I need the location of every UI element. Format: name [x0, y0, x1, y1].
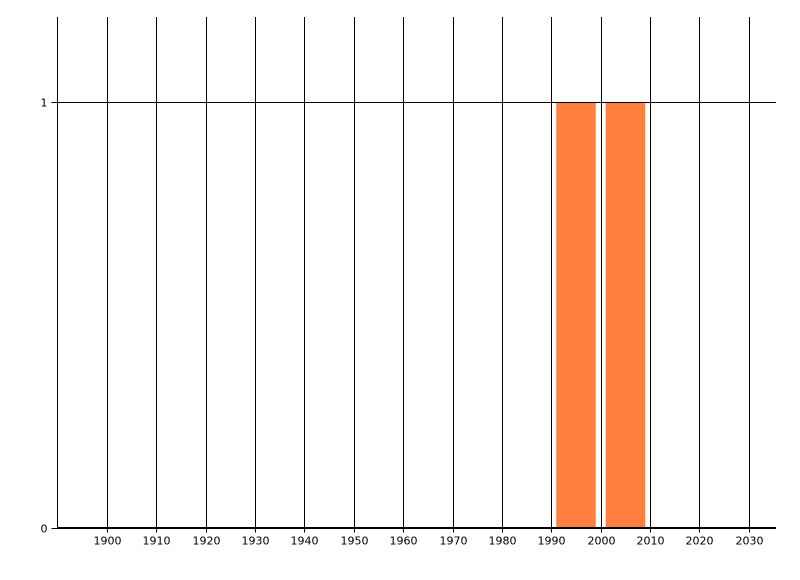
x-tick-label: 1970: [440, 535, 468, 548]
x-tick-label: 2030: [736, 535, 764, 548]
x-tick-label: 2020: [686, 535, 714, 548]
x-tick-label: 1940: [291, 535, 319, 548]
x-tick-label: 1910: [143, 535, 171, 548]
x-tick-label: 1980: [489, 535, 517, 548]
x-tick-label: 1990: [538, 535, 566, 548]
x-tick-label: 1960: [390, 535, 418, 548]
x-tick-label: 1900: [94, 535, 122, 548]
x-tick-label: 1950: [341, 535, 369, 548]
bar-1: [605, 102, 646, 528]
x-tick-label: 2000: [588, 535, 616, 548]
y-tick-label: 1: [41, 97, 48, 110]
x-tick-label: 1920: [193, 535, 221, 548]
y-tick-label: 0: [41, 523, 48, 536]
x-tick-label: 1930: [242, 535, 270, 548]
bar-0: [556, 102, 596, 528]
x-tick-label: 2010: [637, 535, 665, 548]
